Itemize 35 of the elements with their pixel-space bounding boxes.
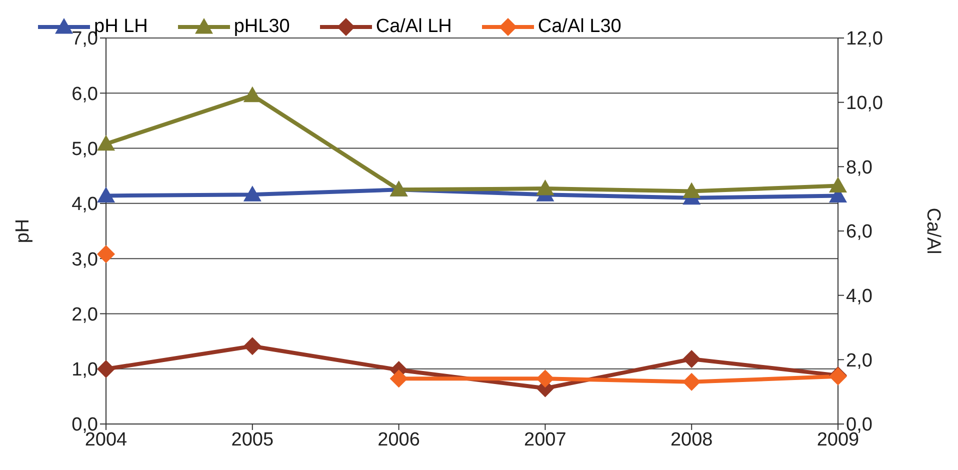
legend-label: Ca/Al L30 (538, 16, 622, 38)
point (243, 337, 262, 356)
x-tick-label: 2008 (670, 429, 713, 450)
point (97, 186, 115, 202)
point (390, 370, 408, 388)
legend-label: pHL30 (234, 16, 290, 38)
x-tick-label: 2007 (524, 429, 566, 450)
y-tick-label: 3,0 (72, 249, 98, 270)
point (243, 186, 262, 202)
point (682, 350, 701, 368)
x-tick-label: 2005 (231, 429, 274, 450)
y2-tick-label: 12,0 (846, 28, 883, 50)
y2-tick-label: 2,0 (846, 350, 872, 372)
y-tick-label: 4,0 (72, 194, 98, 216)
legend-label: Ca/Al LH (376, 16, 452, 38)
y2-axis-title: Ca/Al (922, 208, 944, 254)
y2-tick-label: 8,0 (846, 157, 872, 178)
point (536, 180, 554, 196)
point (536, 370, 554, 388)
point (682, 372, 701, 391)
y2-tick-label: 4,0 (846, 286, 872, 308)
point (682, 182, 701, 198)
point (243, 86, 262, 102)
y2-tick-label: 10,0 (846, 93, 883, 114)
y-tick-label: 2,0 (72, 304, 98, 326)
y2-tick-label: 6,0 (846, 222, 872, 243)
y-axis-title: pH (12, 218, 34, 244)
x-tick-label: 2006 (378, 429, 420, 450)
point (97, 245, 115, 264)
y-tick-label: 1,0 (72, 360, 98, 381)
y-tick-label: 5,0 (72, 139, 98, 160)
point (97, 360, 115, 378)
point (829, 176, 847, 193)
y-tick-label: 6,0 (72, 84, 98, 105)
point (97, 134, 115, 151)
